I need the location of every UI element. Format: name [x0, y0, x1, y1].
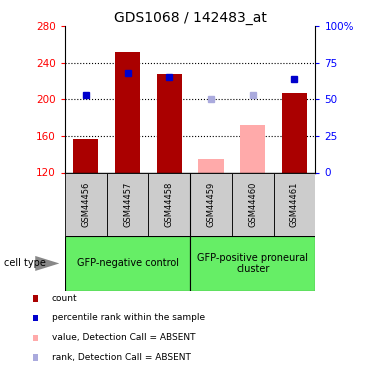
Bar: [190, 236, 315, 291]
Bar: [198, 159, 223, 172]
Text: GFP-negative control: GFP-negative control: [76, 258, 178, 268]
Bar: [73, 139, 98, 172]
Text: GSM44457: GSM44457: [123, 182, 132, 227]
Text: rank, Detection Call = ABSENT: rank, Detection Call = ABSENT: [52, 353, 191, 362]
Text: percentile rank within the sample: percentile rank within the sample: [52, 314, 205, 322]
Text: value, Detection Call = ABSENT: value, Detection Call = ABSENT: [52, 333, 196, 342]
Bar: [240, 125, 265, 172]
Text: cell type: cell type: [4, 258, 46, 268]
Text: GSM44456: GSM44456: [81, 182, 90, 227]
Bar: [273, 172, 315, 236]
Text: GSM44461: GSM44461: [290, 182, 299, 227]
Bar: [148, 172, 190, 236]
Bar: [65, 172, 107, 236]
Bar: [190, 172, 232, 236]
Text: GSM44459: GSM44459: [207, 182, 216, 227]
Bar: [282, 93, 307, 172]
Bar: [107, 172, 148, 236]
Bar: [65, 236, 190, 291]
Bar: [232, 172, 273, 236]
Title: GDS1068 / 142483_at: GDS1068 / 142483_at: [114, 11, 267, 25]
Polygon shape: [35, 256, 59, 271]
Text: GFP-positive proneural
cluster: GFP-positive proneural cluster: [197, 253, 308, 274]
Text: count: count: [52, 294, 78, 303]
Bar: [115, 52, 140, 172]
Text: GSM44458: GSM44458: [165, 182, 174, 227]
Text: GSM44460: GSM44460: [248, 182, 257, 227]
Bar: [157, 74, 182, 172]
